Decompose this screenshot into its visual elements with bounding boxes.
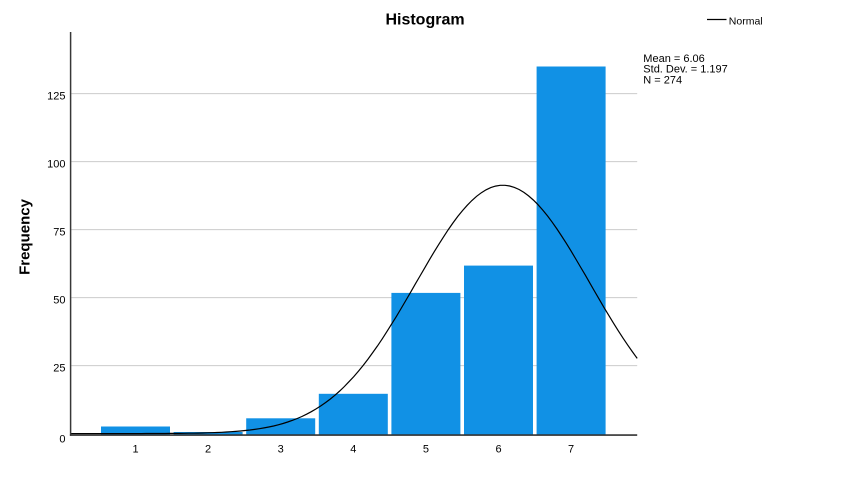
- svg-text:50: 50: [53, 295, 65, 307]
- svg-text:Mean = 6.06: Mean = 6.06: [643, 53, 704, 65]
- svg-text:Normal: Normal: [729, 16, 763, 28]
- svg-text:125: 125: [47, 91, 65, 103]
- svg-text:6: 6: [495, 444, 501, 456]
- svg-text:Std. Dev. = 1.197: Std. Dev. = 1.197: [643, 64, 728, 76]
- svg-text:2: 2: [205, 444, 211, 456]
- svg-text:75: 75: [53, 227, 65, 239]
- svg-text:100: 100: [47, 159, 65, 171]
- svg-text:5: 5: [423, 444, 429, 456]
- svg-text:Frequency: Frequency: [17, 198, 34, 275]
- svg-text:1: 1: [132, 444, 138, 456]
- svg-text:7: 7: [568, 444, 574, 456]
- svg-text:0: 0: [59, 434, 65, 446]
- svg-text:4: 4: [350, 444, 356, 456]
- svg-text:3: 3: [278, 444, 284, 456]
- svg-text:25: 25: [53, 363, 65, 375]
- svg-text:Histogram: Histogram: [385, 12, 464, 29]
- svg-text:N = 274: N = 274: [643, 74, 682, 86]
